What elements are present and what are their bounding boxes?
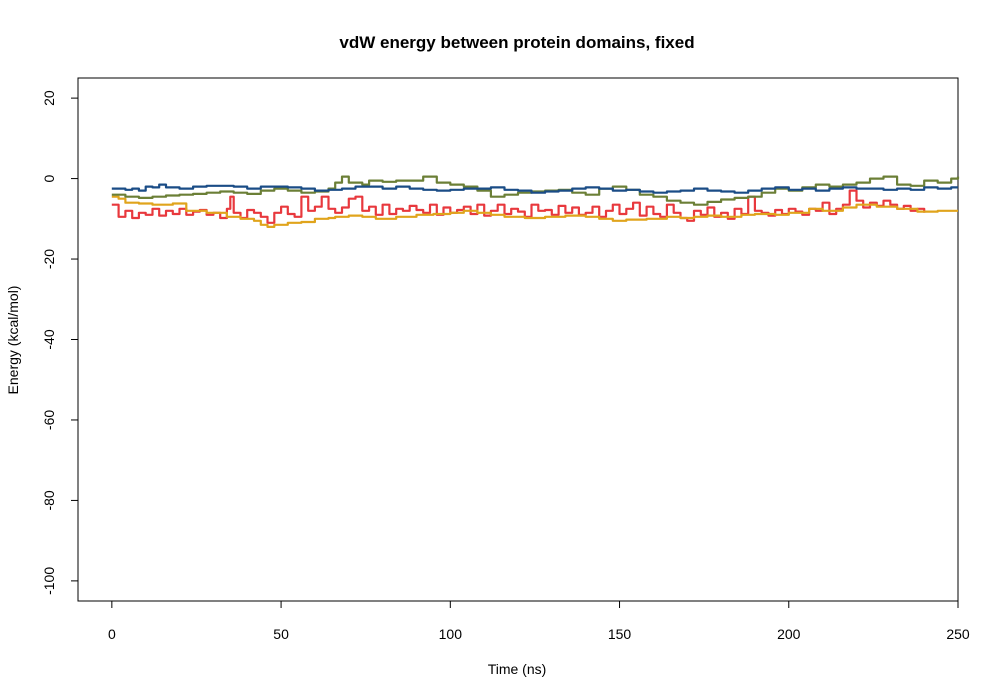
y-tick-label: 0 [41,174,57,182]
y-tick-label: 20 [41,90,57,106]
series-line-3 [111,175,960,206]
x-tick-label: 200 [777,626,801,642]
y-axis-label: Energy (kcal/mol) [5,286,21,395]
series-line-4 [111,183,958,194]
chart-title: vdW energy between protein domains, fixe… [339,33,694,52]
x-tick-label: 150 [608,626,632,642]
y-axis: -100 -80 -60 -40 -20 0 20 [41,90,79,595]
y-tick-label: -60 [41,410,57,430]
x-axis: 0 50 100 150 200 250 [108,600,970,642]
series-line-2 [111,195,958,228]
x-tick-label: 100 [439,626,463,642]
y-tick-label: -80 [41,490,57,510]
series-group [111,175,960,228]
x-tick-label: 250 [946,626,970,642]
x-tick-label: 50 [273,626,289,642]
plot-frame [77,77,959,602]
x-axis-label: Time (ns) [488,661,547,677]
y-tick-label: -20 [41,249,57,269]
x-tick-label: 0 [108,626,116,642]
y-tick-label: -40 [41,329,57,349]
y-tick-label: -100 [41,567,57,595]
